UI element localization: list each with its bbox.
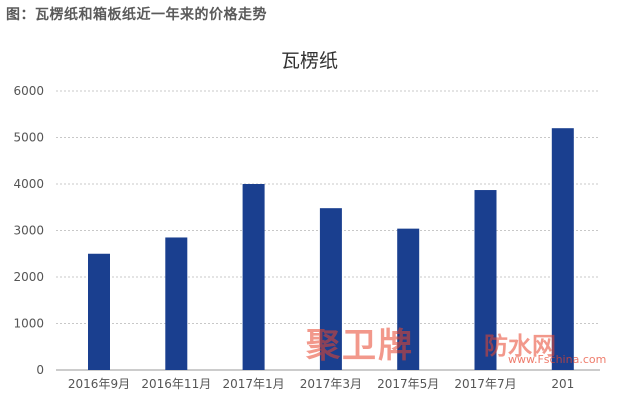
x-axis-ticks: 2016年9月 2016年11月 2017年1月 2017年3月 2017年5月 2017…	[68, 377, 574, 391]
chart-title: 瓦楞纸	[280, 50, 338, 72]
bar	[474, 190, 497, 370]
bar	[551, 128, 574, 370]
bar	[242, 184, 265, 370]
y-tick-label: 0	[36, 363, 44, 377]
bar-series	[88, 128, 574, 370]
bar	[88, 253, 110, 370]
y-tick-label: 4000	[13, 177, 44, 191]
x-tick-label: 2017年5月	[377, 377, 439, 391]
watermark-site: 防水网	[484, 332, 556, 360]
x-tick-label: 2017年3月	[300, 377, 362, 391]
x-tick-label: 2017年7月	[454, 377, 516, 391]
y-axis-ticks: 0 1000 2000 3000 4000 5000 6000	[13, 84, 44, 377]
y-tick-label: 3000	[13, 224, 44, 238]
bar	[165, 237, 188, 370]
x-tick-label: 2016年9月	[68, 377, 130, 391]
x-tick-label: 2016年11月	[141, 377, 211, 391]
y-tick-label: 5000	[13, 131, 44, 145]
bar	[397, 228, 420, 370]
y-tick-label: 6000	[13, 84, 44, 98]
x-tick-label: 2017年1月	[223, 377, 285, 391]
y-tick-label: 2000	[13, 270, 44, 284]
bar	[319, 208, 342, 370]
watermark-brand: 聚卫牌	[306, 326, 414, 366]
x-tick-label: 201	[551, 377, 574, 391]
y-tick-label: 1000	[13, 317, 44, 331]
watermark-url: www.Fschina.com	[508, 353, 607, 366]
figure-caption: 图：瓦楞纸和箱板纸近一年来的价格走势	[6, 7, 267, 23]
